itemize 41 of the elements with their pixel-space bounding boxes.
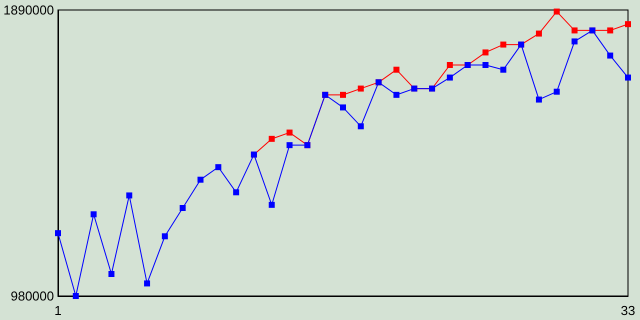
point [340, 92, 346, 98]
x-tick-label: 1 [54, 303, 62, 318]
point [144, 280, 150, 286]
point [126, 192, 132, 198]
point [286, 142, 293, 148]
point [72, 293, 79, 299]
point [268, 136, 275, 142]
point [90, 211, 97, 218]
y-tick-label: 980000 [10, 288, 54, 304]
point [482, 49, 488, 56]
point [215, 164, 222, 170]
point [446, 74, 453, 81]
point [286, 130, 293, 136]
point [554, 8, 560, 15]
point [180, 205, 186, 211]
point [340, 104, 346, 110]
point [233, 189, 240, 196]
point [393, 66, 400, 73]
point [358, 86, 364, 92]
point [108, 271, 114, 277]
point [446, 62, 453, 68]
point [536, 30, 542, 37]
point [268, 202, 275, 208]
x-tick-label: 33 [620, 303, 636, 318]
point [55, 230, 61, 236]
point [625, 21, 631, 28]
point [607, 52, 614, 59]
point [198, 176, 204, 183]
point [625, 74, 631, 81]
point [607, 27, 614, 34]
point [572, 38, 578, 44]
point [393, 92, 400, 98]
point [500, 66, 506, 73]
point [358, 123, 364, 130]
point [572, 27, 578, 34]
y-tick-label: 1890000 [3, 2, 54, 18]
point [482, 62, 488, 68]
point [500, 42, 506, 48]
point [536, 96, 542, 103]
point [554, 88, 560, 95]
point [162, 233, 168, 240]
